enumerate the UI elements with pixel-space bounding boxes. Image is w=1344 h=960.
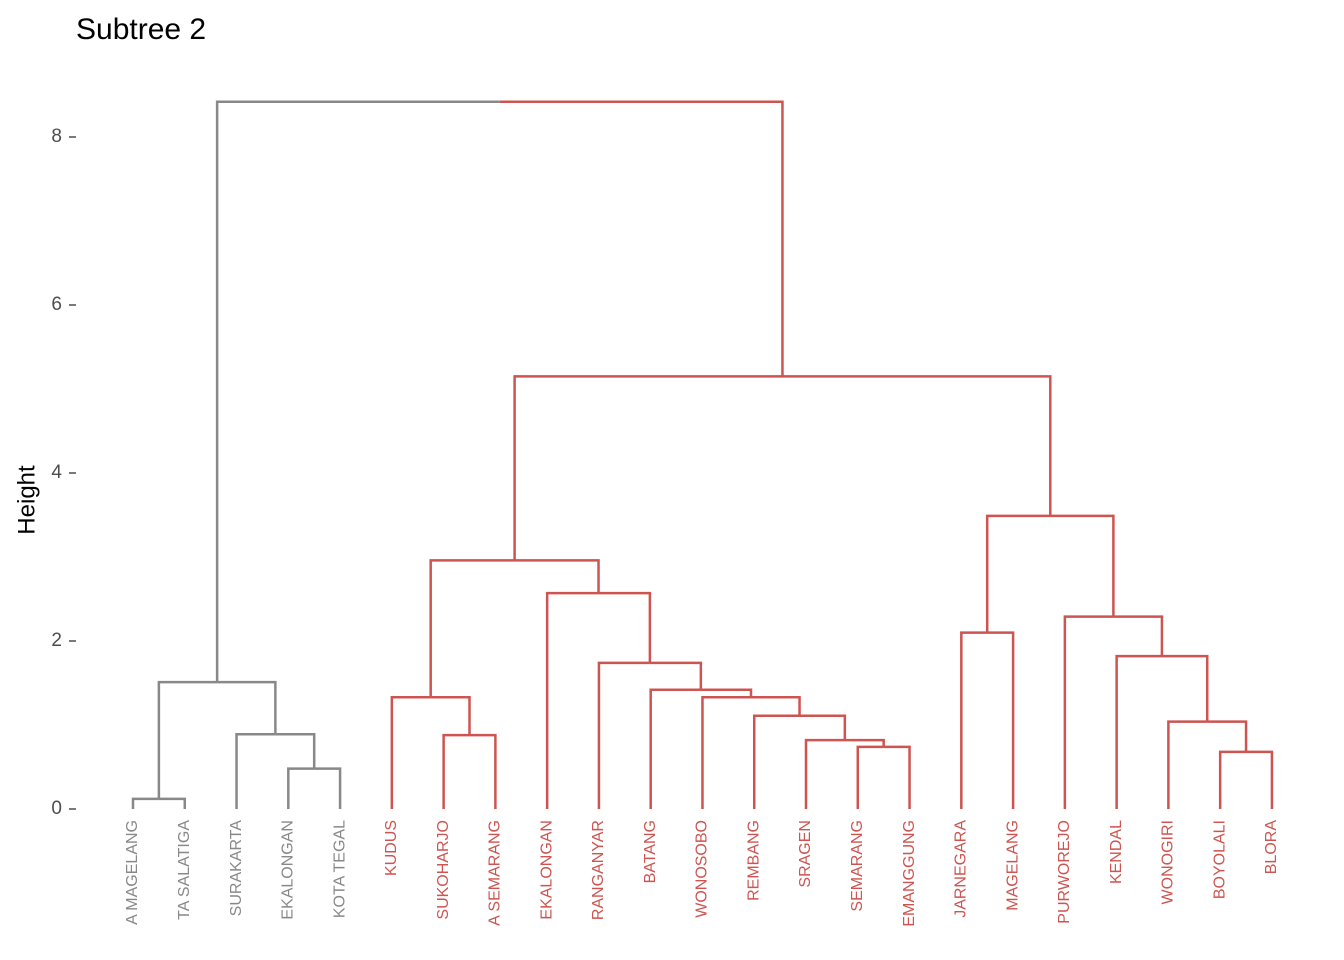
leaf-label: KUDUS: [383, 820, 400, 876]
branch: [215, 100, 500, 683]
leaf-label: WONOGIRI: [1160, 820, 1177, 904]
leaf-label: SEMARANG: [849, 820, 866, 912]
branch: [499, 100, 784, 377]
branch: [804, 738, 845, 809]
branch: [701, 696, 752, 809]
branch: [597, 661, 650, 809]
leaf-label: PURWOREJO: [1056, 820, 1073, 924]
leaf-label: EMANGGUNG: [901, 820, 918, 927]
branch: [649, 661, 703, 690]
leaf-label: EKALONGAN: [280, 820, 297, 920]
leaf-label: A MAGELANG: [124, 820, 141, 925]
branch: [752, 714, 800, 809]
leaf-label: WONOSOBO: [694, 820, 711, 918]
branch: [1161, 654, 1209, 722]
chart-title: Subtree 2: [76, 13, 206, 46]
branch: [513, 375, 783, 561]
branch: [442, 733, 470, 809]
branch: [157, 680, 218, 799]
leaf-label: EKALONGAN: [538, 820, 555, 920]
leaf-label: BATANG: [642, 820, 659, 883]
branch: [390, 696, 431, 809]
branch: [700, 688, 753, 698]
branch: [985, 514, 1051, 633]
branch: [1115, 654, 1162, 809]
branch: [1063, 615, 1114, 809]
leaf-label: KENDAL: [1108, 820, 1125, 884]
leaf-label: SRAGEN: [797, 820, 814, 888]
branch: [1113, 615, 1164, 657]
branch: [314, 767, 342, 809]
branch: [1050, 514, 1115, 617]
branch: [844, 738, 885, 747]
leaf-label: SUKOHARJO: [435, 820, 452, 920]
branch: [649, 688, 701, 809]
links: [131, 100, 1274, 809]
branch: [1218, 750, 1247, 809]
branch: [514, 559, 600, 594]
y-tick-label: 8: [51, 126, 62, 147]
branch: [883, 745, 911, 809]
leaf-label: BOYOLALI: [1211, 820, 1228, 899]
branch: [1207, 720, 1248, 752]
leaf-label: MAGELANG: [1004, 820, 1021, 911]
branch: [782, 375, 1052, 516]
y-axis-label: Height: [13, 465, 40, 535]
leaf-label: TA SALATIGA: [176, 820, 193, 920]
branch: [987, 631, 1015, 809]
branch: [1167, 720, 1208, 809]
leaf-labels: A MAGELANG TA SALATIGA SURAKARTA EKALONGAN K…: [124, 820, 1280, 927]
branch: [598, 591, 652, 663]
y-tick-label: 0: [51, 798, 62, 819]
branch: [287, 767, 315, 809]
branch: [235, 732, 276, 809]
branch: [799, 714, 847, 741]
branch: [469, 733, 497, 809]
branch: [131, 797, 159, 809]
leaf-label: A SEMARANG: [487, 820, 504, 926]
y-tick-label: 2: [51, 630, 62, 651]
leaf-label: RANGANYAR: [590, 820, 607, 920]
y-tick-label: 6: [51, 294, 62, 315]
leaf-label: JARNEGARA: [953, 820, 970, 918]
branch: [217, 680, 277, 735]
branch: [275, 732, 316, 769]
branch: [429, 559, 515, 698]
branch: [751, 696, 801, 716]
branch: [545, 591, 599, 809]
branch: [1246, 750, 1274, 809]
leaf-label: BLORA: [1263, 820, 1280, 875]
leaf-label: REMBANG: [745, 820, 762, 901]
branch: [158, 797, 187, 809]
branch: [960, 631, 988, 809]
leaf-label: SURAKARTA: [228, 820, 245, 917]
branch: [430, 696, 471, 736]
branch: [856, 745, 884, 809]
leaf-label: KOTA TEGAL: [331, 820, 348, 918]
y-tick-label: 4: [51, 462, 62, 483]
